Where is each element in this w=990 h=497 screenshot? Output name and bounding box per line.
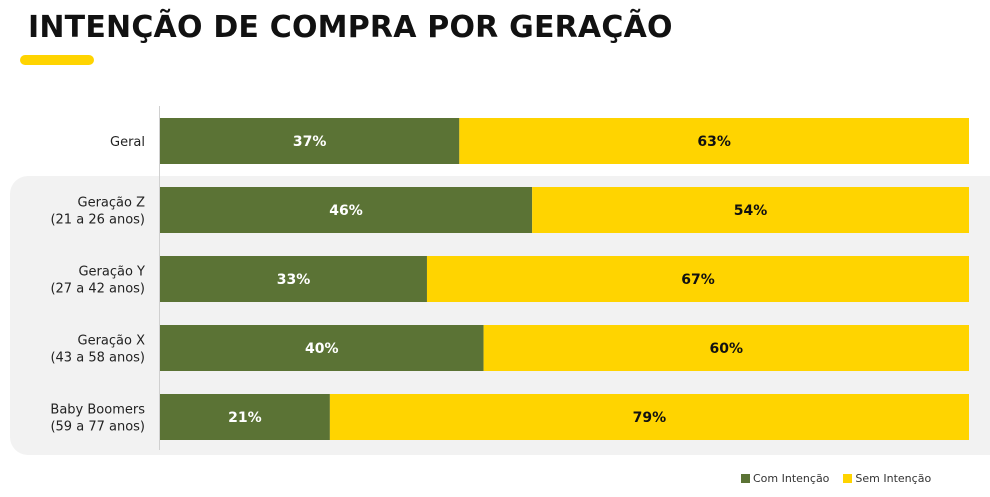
data-label-com-0: 37% — [293, 134, 327, 150]
data-label-sem-2: 67% — [681, 272, 715, 288]
title-underline — [20, 55, 94, 65]
legend-label-sem: Sem Intenção — [855, 472, 932, 485]
data-label-com-3: 40% — [305, 341, 339, 357]
data-label-sem-1: 54% — [734, 203, 768, 219]
legend-swatch-sem — [843, 474, 853, 483]
category-label-4-line-0: Baby Boomers — [50, 403, 145, 418]
bar-com-2 — [160, 256, 427, 302]
legend: Com Intenção Sem Intenção — [741, 472, 945, 485]
category-label-2-line-1: (27 a 42 anos) — [50, 282, 145, 297]
bar-com-4 — [160, 394, 330, 440]
category-label-4-line-1: (59 a 77 anos) — [50, 420, 145, 435]
bar-com-1 — [160, 187, 533, 233]
legend-label-com: Com Intenção — [753, 472, 830, 485]
legend-item-sem: Sem Intenção — [843, 472, 931, 485]
data-label-com-4: 21% — [228, 410, 262, 426]
bar-sem-1 — [532, 187, 969, 233]
bar-sem-0 — [459, 118, 969, 164]
data-label-sem-0: 63% — [697, 134, 731, 150]
category-label-2-line-0: Geração Y — [78, 265, 145, 280]
bar-sem-3 — [483, 325, 969, 371]
data-label-com-2: 33% — [277, 272, 311, 288]
data-label-sem-3: 60% — [710, 341, 744, 357]
data-label-sem-4: 79% — [633, 410, 667, 426]
category-label-1-line-0: Geração Z — [78, 196, 146, 211]
category-label-3-line-1: (43 a 58 anos) — [50, 351, 145, 366]
category-label-1-line-1: (21 a 26 anos) — [50, 213, 145, 228]
legend-item-com: Com Intenção — [741, 472, 829, 485]
bar-com-0 — [160, 118, 460, 164]
category-label-3-line-0: Geração X — [78, 334, 146, 349]
category-label-0-line-0: Geral — [110, 135, 145, 150]
page-title: INTENÇÃO DE COMPRA POR GERAÇÃO — [28, 10, 673, 45]
data-label-com-1: 46% — [329, 203, 363, 219]
legend-swatch-com — [741, 474, 750, 483]
bar-sem-4 — [329, 394, 969, 440]
bar-sem-2 — [426, 256, 970, 302]
bar-com-3 — [160, 325, 484, 371]
